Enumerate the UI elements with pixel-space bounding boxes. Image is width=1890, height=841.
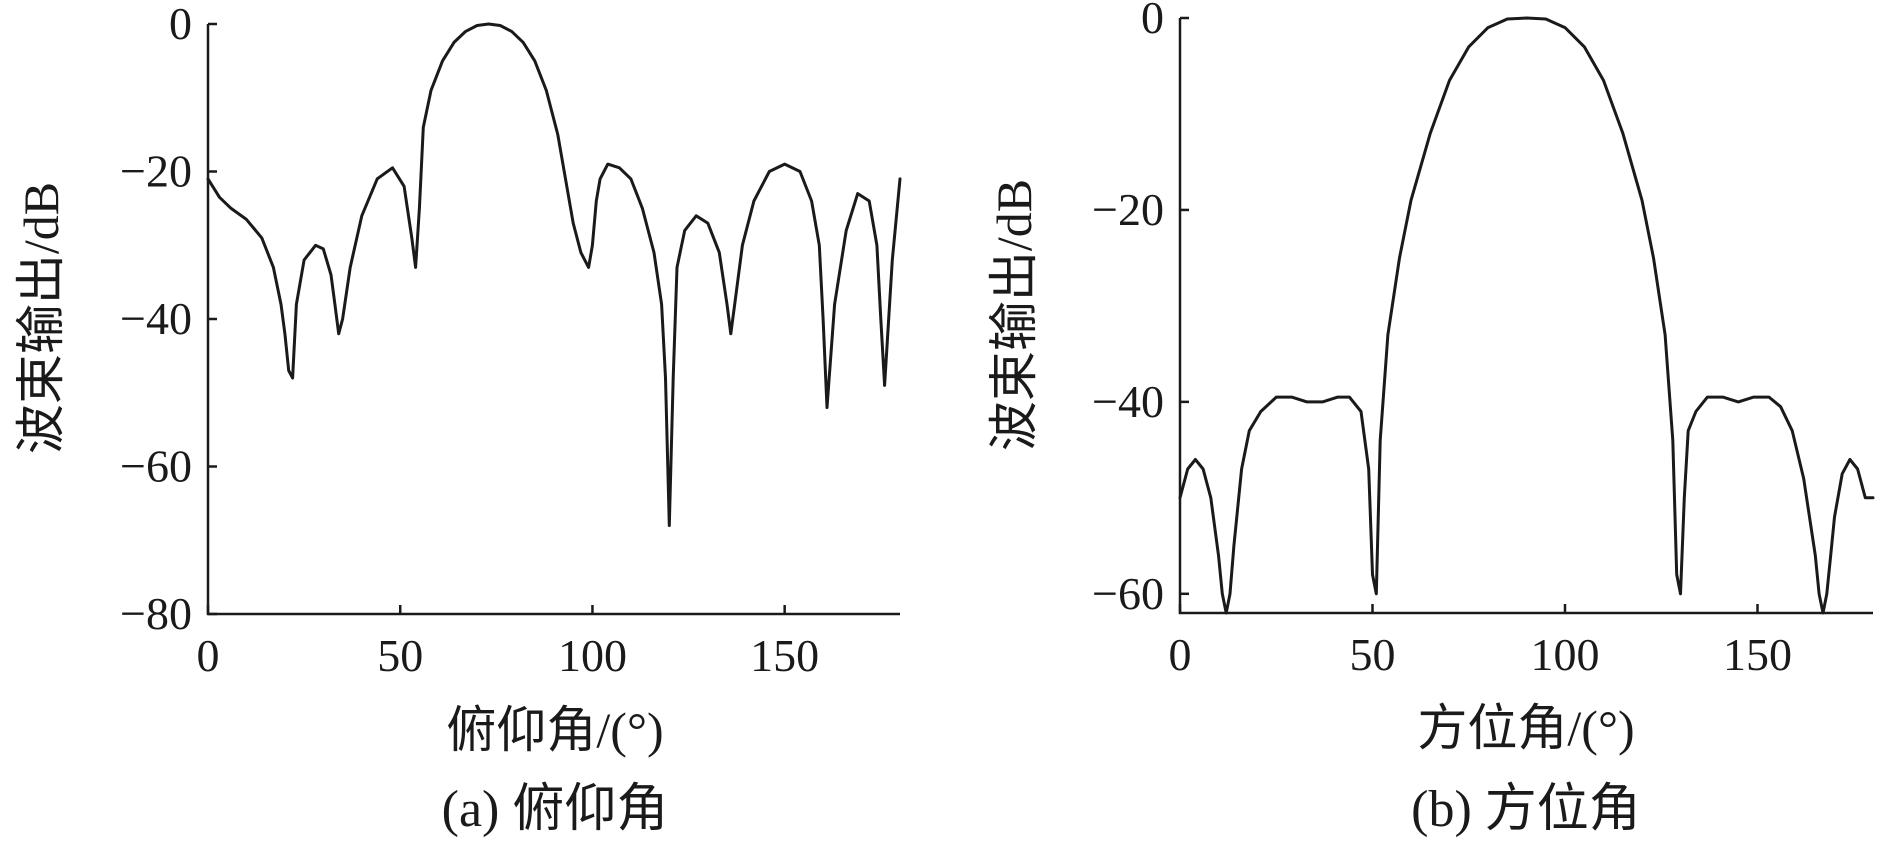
panel-a-y-tick-label: 0: [169, 0, 192, 49]
panel-a-y-ticks: 0 −20 −40 −60 −80: [120, 0, 217, 639]
panel-b-axes: [1178, 18, 1873, 615]
panel-b-x-tick-label: 150: [1723, 629, 1792, 680]
panel-a-x-tick-label: 0: [197, 630, 220, 681]
panel-a-series-line: [206, 22, 902, 527]
panel-b-caption: (b) 方位角: [1411, 781, 1641, 838]
panel-b-y-tick-label: −60: [1092, 568, 1164, 619]
panel-b-y-tick-label: −40: [1092, 376, 1164, 427]
panel-a-y-tick-label: −40: [120, 293, 192, 344]
panel-a-x-label: 俯仰角/(°): [446, 702, 663, 758]
panel-b-x-label: 方位角/(°): [1417, 700, 1634, 756]
panel-b-y-label: 波束输出/dB: [986, 179, 1042, 451]
panel-a-y-tick-label: −80: [120, 588, 192, 639]
panel-a-caption: (a) 俯仰角: [442, 781, 669, 838]
panel-a-y-tick-label: −60: [120, 441, 192, 492]
panel-a-y-tick-label: −20: [120, 146, 192, 197]
panel-b-y-tick-label: −20: [1092, 184, 1164, 235]
panel-a-x-tick-label: 50: [377, 630, 423, 681]
panel-a-x-tick-label: 150: [750, 630, 819, 681]
panel-b-x-tick-label: 0: [1169, 629, 1192, 680]
panel-b: 0 −20 −40 −60 0 50 100 150 波束输出/dB 方位角/(°) (b)…: [986, 0, 1875, 838]
panel-b-series-line: [1178, 16, 1875, 615]
panel-b-x-tick-label: 100: [1531, 629, 1600, 680]
panel-a-axes: [206, 24, 900, 616]
panel-a-y-label: 波束输出/dB: [13, 182, 69, 454]
panel-a: 0−20−40−60−80 0 50 100 150 波束输出/dB 俯仰角/(°) …: [13, 0, 902, 838]
panel-b-y-ticks: 0 −20 −40 −60: [1092, 0, 1189, 619]
panel-b-x-tick-label: 50: [1350, 629, 1396, 680]
panel-b-y-tick-label: 0: [1141, 0, 1164, 43]
panel-a-x-tick-label: 100: [558, 630, 627, 681]
panel-b-x-ticks: 0 50 100 150: [1169, 604, 1792, 680]
panel-a-x-ticks: 0 50 100 150: [197, 605, 819, 681]
